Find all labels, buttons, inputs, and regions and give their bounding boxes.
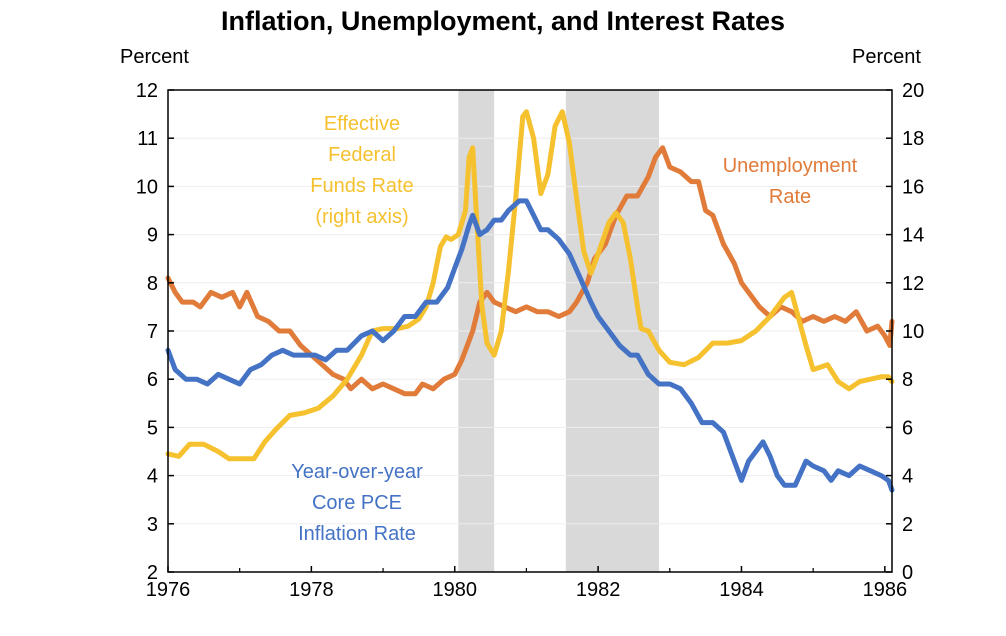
right-tick-label-8: 8 (902, 369, 913, 391)
core-pce-label-line-2: Core PCE (312, 492, 402, 514)
unemployment-label-line-1: Unemployment (723, 155, 858, 177)
core-pce-label-line-1: Year-over-year (291, 461, 423, 483)
unemployment-label: Unemployment Rate (723, 155, 858, 208)
chart-title: Inflation, Unemployment, and Interest Ra… (220, 6, 786, 36)
series-lines (165, 109, 895, 493)
x-tick-label-1982: 1982 (576, 579, 621, 601)
fed-funds-label-line-4: (right axis) (315, 206, 408, 228)
fed-funds-label: Effective Federal Funds Rate (right axis) (310, 113, 413, 228)
left-axis-unit-label: Percent (120, 46, 189, 68)
fed-funds-label-line-2: Federal (328, 144, 396, 166)
core-pce-line (165, 198, 895, 493)
fed-funds-label-line-1: Effective (324, 113, 400, 135)
left-tick-label-6: 6 (147, 369, 158, 391)
left-tick-label-4: 4 (147, 466, 158, 488)
right-tick-label-0: 0 (902, 562, 913, 584)
right-axis-unit-label: Percent (852, 46, 921, 68)
left-tick-label-9: 9 (147, 225, 158, 247)
left-tick-label-7: 7 (147, 321, 158, 343)
fed-funds-label-line-3: Funds Rate (310, 175, 413, 197)
core-pce-label: Year-over-year Core PCE Inflation Rate (291, 461, 423, 545)
x-tick-label-1984: 1984 (719, 579, 764, 601)
left-tick-label-8: 8 (147, 273, 158, 295)
left-tick-label-11: 11 (137, 128, 158, 150)
right-tick-label-2: 2 (902, 514, 913, 536)
x-tick-label-1986: 1986 (863, 579, 908, 601)
right-tick-label-4: 4 (902, 466, 913, 488)
unemployment-label-line-2: Rate (769, 186, 811, 208)
right-tick-label-18: 18 (902, 128, 924, 150)
right-tick-label-14: 14 (902, 225, 924, 247)
axis-ticks: 2 3 4 5 6 7 8 9 10 11 12 0 2 4 6 8 10 12 14 16 18 20 1976 1978 1… (136, 80, 925, 601)
right-tick-label-16: 16 (902, 176, 924, 198)
left-tick-label-3: 3 (147, 514, 158, 536)
left-tick-label-10: 10 (136, 176, 158, 198)
left-tick-label-2: 2 (147, 562, 158, 584)
right-tick-label-10: 10 (902, 321, 924, 343)
series-labels: Unemployment Rate Effective Federal Funds Ra… (291, 113, 857, 545)
fed-funds-line (165, 109, 895, 462)
right-tick-label-20: 20 (902, 80, 924, 102)
core-pce-label-line-3: Inflation Rate (298, 523, 416, 545)
left-tick-label-12: 12 (136, 80, 158, 102)
unemployment-line (165, 145, 895, 397)
x-tick-label-1976: 1976 (146, 579, 191, 601)
x-tick-label-1978: 1978 (289, 579, 334, 601)
left-tick-label-5: 5 (147, 417, 158, 439)
x-tick-label-1980: 1980 (432, 579, 477, 601)
right-tick-label-6: 6 (902, 417, 913, 439)
right-tick-label-12: 12 (902, 273, 924, 295)
